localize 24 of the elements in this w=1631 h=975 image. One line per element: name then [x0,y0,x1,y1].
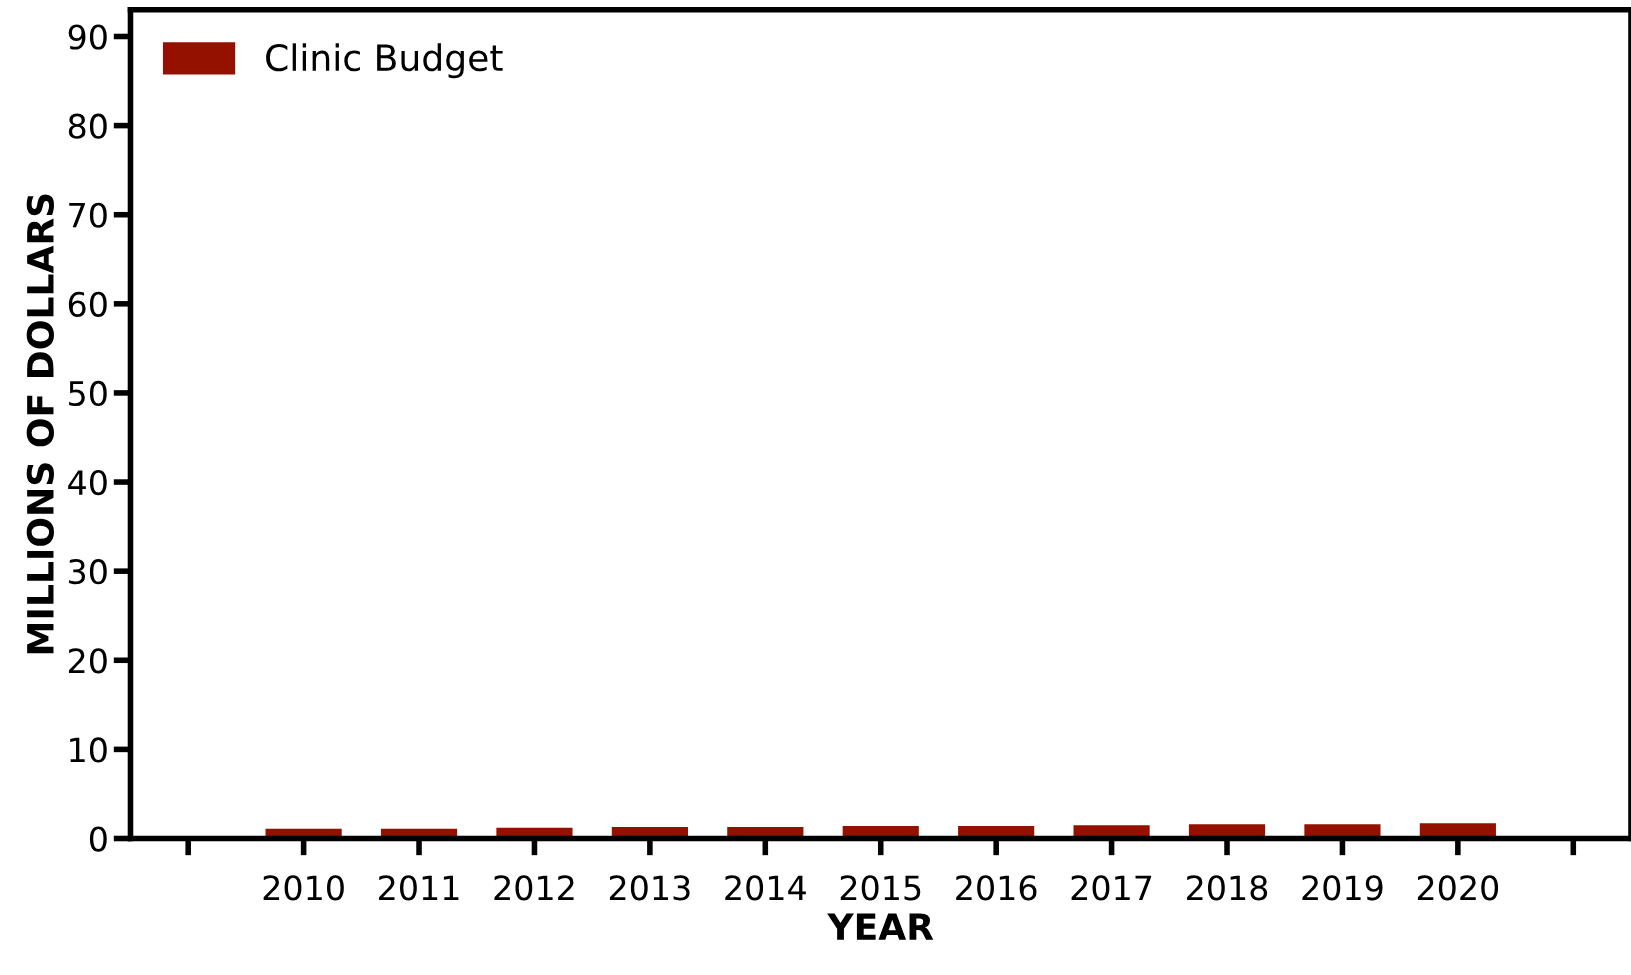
x-tick-label: 2019 [1302,875,1383,901]
x-tick-label: 2011 [379,875,459,901]
x-tick-label: 2015 [840,875,921,901]
y-tick-label: 20 [68,648,107,674]
y-tick-label: 70 [69,202,107,228]
y-tick-label: 50 [69,380,107,407]
y-axis-title: MILLIONS OF DOLLARS [26,194,54,654]
x-tick-label: 2013 [609,875,690,901]
x-tick-label: 2016 [956,875,1037,901]
x-tick-label: 2018 [1187,875,1268,901]
y-tick-label: 10 [70,737,107,763]
x-axis-title: YEAR [827,913,934,940]
x-tick-label: 2014 [725,875,806,901]
y-tick-label: 30 [69,559,107,585]
legend-label: Clinic Budget [266,43,503,79]
y-tick-label: 0 [89,826,107,852]
x-tick-label: 2012 [494,875,574,901]
x-tick-label: 2017 [1071,875,1152,901]
x-tick-label: 2010 [263,875,344,901]
y-tick-label: 40 [68,469,107,496]
y-tick-label: 60 [68,291,107,317]
y-tick-label: 80 [68,113,107,139]
y-tick-label: 90 [68,24,107,50]
x-tick-label: 2020 [1417,875,1499,901]
